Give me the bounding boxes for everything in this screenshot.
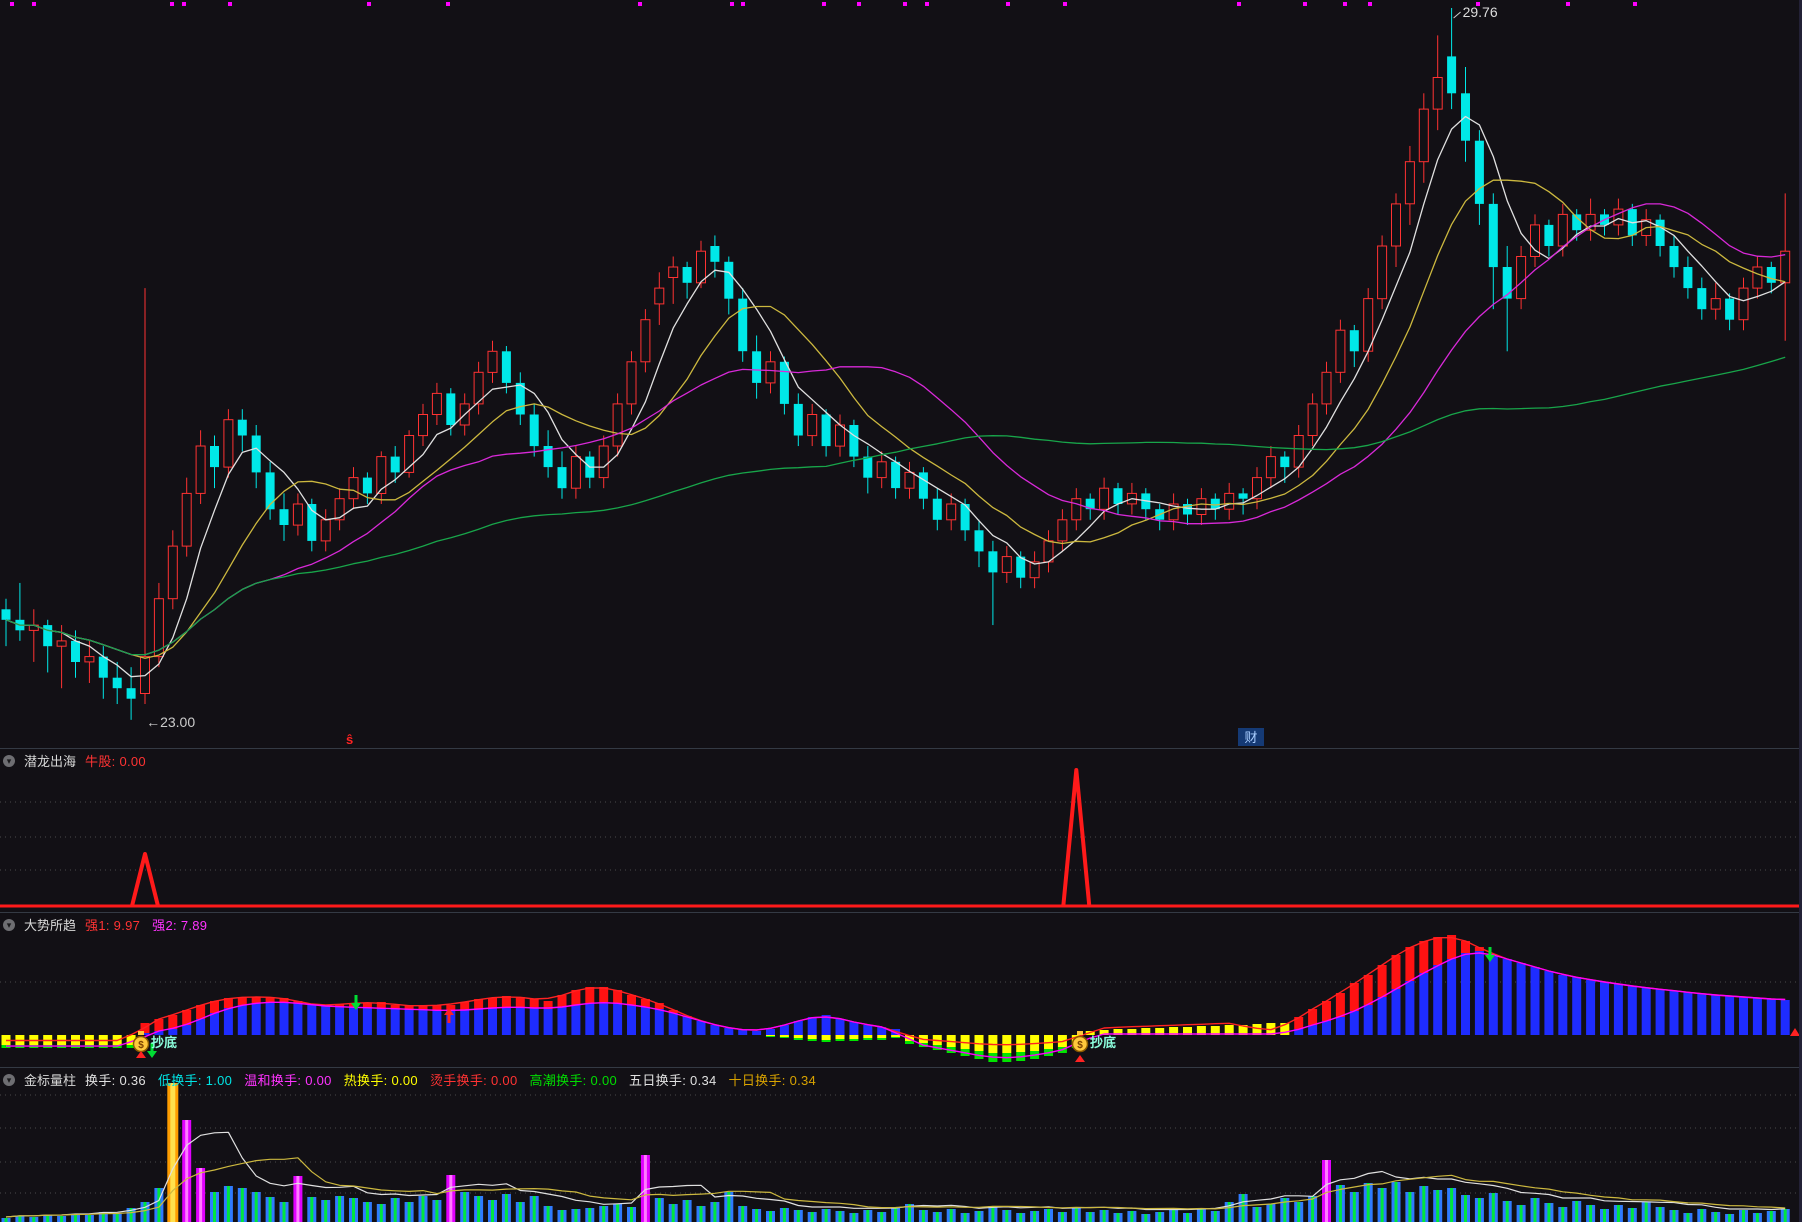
svg-text:$: $: [1077, 1040, 1083, 1051]
qianlong-spike-chart[interactable]: [0, 748, 1802, 917]
collapse-indicator-icon[interactable]: ▾: [3, 918, 15, 931]
panel-divider-3[interactable]: [0, 1067, 1802, 1068]
histogram-indicator-canvas: $ 抄底 $ 抄底: [0, 935, 1802, 1062]
sell-down-arrow: [1485, 947, 1495, 962]
panel-divider-2[interactable]: [0, 912, 1802, 913]
chaodi-label: 抄底: [151, 1035, 177, 1050]
indicator-param: 五日换手: 0.34: [629, 1073, 717, 1088]
indicator-params: 强1: 9.97 强2: 7.89: [85, 915, 219, 934]
main-candlestick-chart[interactable]: 29.76 ←23.00 ŝ 财: [0, 0, 1802, 753]
bottom-triangle-marker: [1075, 1055, 1085, 1062]
indicator-param: 热换手: 0.00: [343, 1073, 418, 1088]
indicator-title[interactable]: 潜龙出海: [24, 754, 77, 769]
indicator-header-jinbiaoliangzhu: ▾ 金标量柱 换手: 0.36 低换手: 1.00 温和换手: 0.00 热换手: 0…: [3, 1070, 828, 1089]
volume-canvas: [0, 1083, 1802, 1222]
indicator-param: 强1: 9.97: [85, 918, 141, 933]
indicator-param: 温和换手: 0.00: [244, 1073, 332, 1088]
indicator-param: 十日换手: 0.34: [728, 1073, 817, 1088]
money-bag-icon: $: [1071, 1031, 1089, 1053]
low-price-label: ←23.00: [146, 714, 195, 730]
indicator-param: 牛股: 0.00: [85, 754, 146, 769]
indicator-param: 强2: 7.89: [152, 918, 208, 933]
money-bag-icon: $: [132, 1031, 150, 1053]
right-edge-scroll-strip[interactable]: [1799, 0, 1802, 1222]
cai-marker: 财: [1244, 730, 1257, 745]
panel-divider-1[interactable]: [0, 748, 1802, 749]
volume-chart[interactable]: [0, 1067, 1802, 1222]
indicator-param: 换手: 0.36: [85, 1073, 146, 1088]
indicator-params: 牛股: 0.00: [85, 751, 158, 770]
sell-down-arrow: [351, 995, 361, 1010]
buy-up-arrow: [444, 1008, 454, 1023]
svg-text:$: $: [138, 1040, 144, 1051]
bottom-triangle-marker: [136, 1051, 146, 1058]
indicator-param: 高潮换手: 0.00: [529, 1073, 618, 1088]
signal-s-marker: ŝ: [346, 732, 353, 747]
chaodi-label: 抄底: [1090, 1035, 1116, 1050]
indicator-title[interactable]: 大势所趋: [24, 918, 77, 933]
spike-indicator-canvas: [0, 768, 1802, 908]
indicator-param: 低换手: 1.00: [157, 1073, 233, 1088]
edge-marker: [1790, 1028, 1800, 1036]
collapse-indicator-icon[interactable]: ▾: [3, 1073, 15, 1086]
indicator-param: 烫手换手: 0.00: [429, 1073, 518, 1088]
sell-down-arrow: [147, 1043, 157, 1058]
indicator-header-qianlongchuhai: ▾ 潜龙出海 牛股: 0.00: [3, 751, 158, 770]
trend-histogram-chart[interactable]: $ 抄底 $ 抄底: [0, 912, 1802, 1072]
price-chart-canvas: 29.76 ←23.00 ŝ 财: [1, 2, 1791, 747]
indicator-header-dashisuoqu: ▾ 大势所趋 强1: 9.97 强2: 7.89: [3, 915, 219, 934]
high-price-label: 29.76: [1463, 4, 1498, 20]
indicator-title[interactable]: 金标量柱: [24, 1073, 77, 1088]
collapse-indicator-icon[interactable]: ▾: [3, 754, 15, 767]
indicator-params: 换手: 0.36 低换手: 1.00 温和换手: 0.00 热换手: 0.00 烫手换手…: [85, 1070, 828, 1089]
